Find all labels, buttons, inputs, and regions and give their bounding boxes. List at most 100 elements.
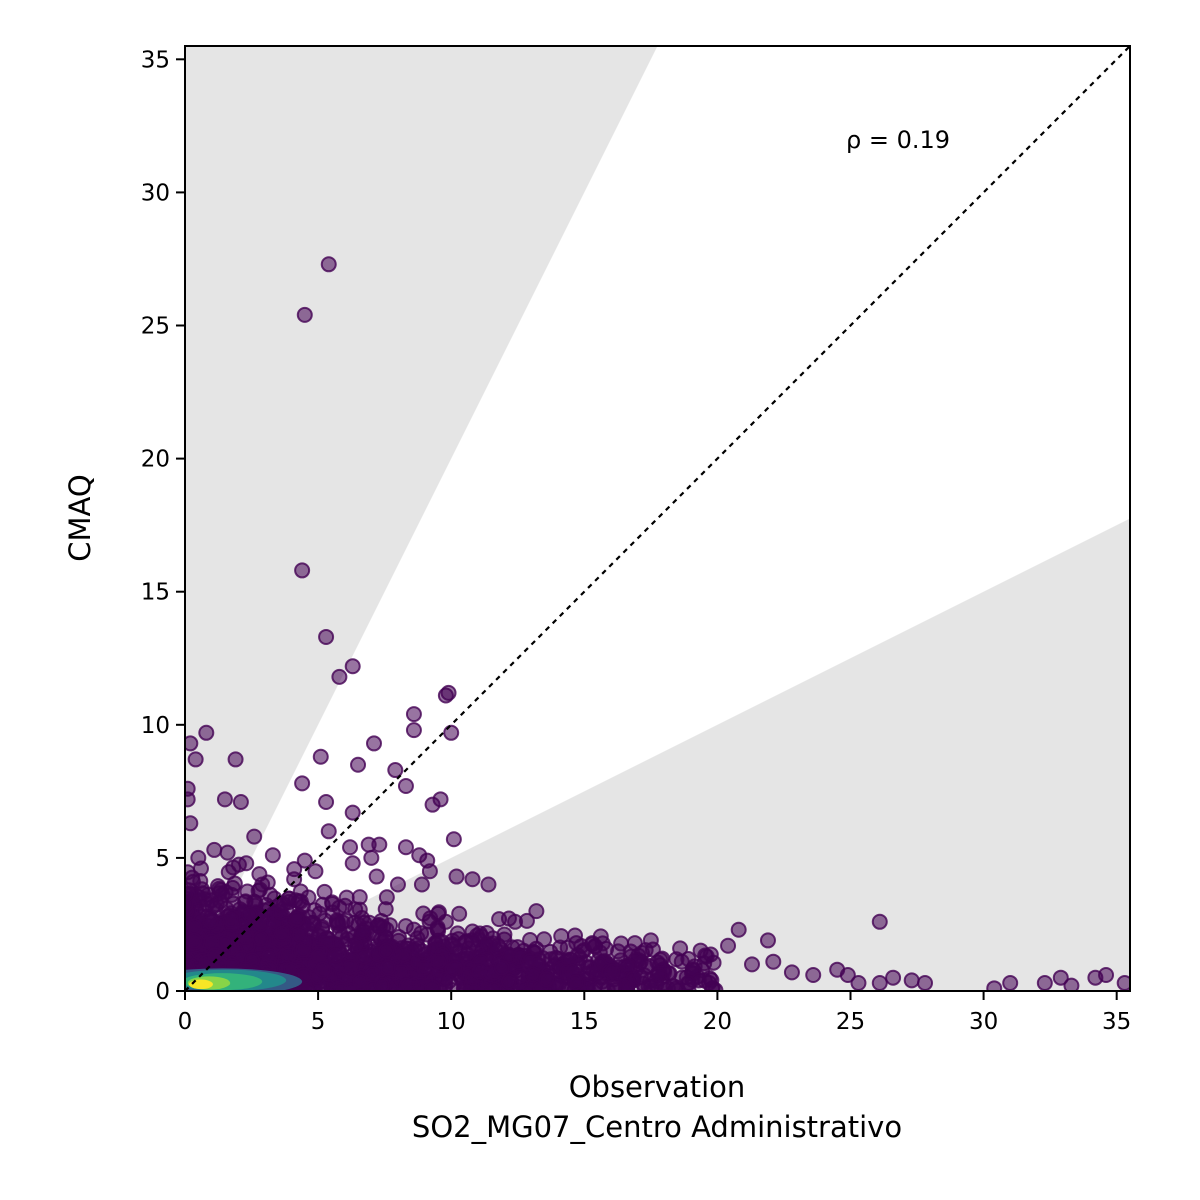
data-point-1487 bbox=[202, 913, 219, 930]
data-point-1750 bbox=[443, 724, 460, 741]
data-point-1805 bbox=[730, 921, 747, 938]
data-point-1791 bbox=[480, 876, 497, 893]
data-point-1783 bbox=[219, 844, 236, 861]
data-point-431 bbox=[377, 901, 394, 918]
data-point-1788 bbox=[421, 863, 438, 880]
data-point-1499 bbox=[288, 911, 305, 928]
data-point-1792 bbox=[413, 876, 430, 893]
data-point-1820 bbox=[850, 975, 867, 991]
x-tick-label-3: 15 bbox=[570, 1009, 599, 1035]
data-point-1421 bbox=[327, 947, 344, 964]
data-point-1040 bbox=[393, 964, 410, 981]
y-tick-label-2: 10 bbox=[141, 713, 170, 739]
data-point-1469 bbox=[334, 914, 351, 931]
data-point-1808 bbox=[698, 948, 715, 965]
x-tick-label-5: 25 bbox=[836, 1009, 865, 1035]
data-point-1752 bbox=[185, 735, 199, 752]
data-point-1768 bbox=[185, 780, 196, 797]
data-point-1127 bbox=[416, 960, 433, 977]
data-point-910 bbox=[352, 974, 369, 991]
data-point-1757 bbox=[350, 756, 367, 773]
data-point-1473 bbox=[195, 885, 212, 902]
data-point-1793 bbox=[389, 876, 406, 893]
data-point-1198 bbox=[538, 971, 555, 988]
data-point-1194 bbox=[604, 963, 621, 980]
data-point-1751 bbox=[366, 735, 382, 752]
data-point-1823 bbox=[903, 972, 920, 989]
x-tick-label-7: 35 bbox=[1102, 1009, 1131, 1035]
data-point-1781 bbox=[206, 841, 223, 858]
data-point-954 bbox=[395, 946, 412, 963]
data-point-1803 bbox=[437, 913, 454, 930]
data-point-1192 bbox=[542, 943, 559, 960]
data-point-1745 bbox=[344, 658, 361, 675]
data-point-423 bbox=[405, 921, 422, 938]
data-point-1749 bbox=[405, 722, 422, 739]
x-tick-label-4: 20 bbox=[703, 1009, 732, 1035]
y-axis: 0 5 10 15 20 25 30 35 bbox=[141, 47, 185, 1005]
data-point-1490 bbox=[186, 918, 203, 935]
annotation-correlation: ρ = 0.19 bbox=[846, 126, 950, 154]
data-point-1769 bbox=[185, 815, 199, 832]
data-point-1345 bbox=[370, 916, 387, 933]
data-point-1804 bbox=[871, 913, 888, 930]
y-tick-label-1: 5 bbox=[155, 846, 170, 872]
x-tick-label-6: 30 bbox=[969, 1009, 998, 1035]
data-point-1444 bbox=[225, 859, 242, 876]
data-point-1449 bbox=[324, 894, 341, 911]
y-tick-label-0: 0 bbox=[155, 979, 170, 1005]
data-point-1744 bbox=[331, 668, 348, 685]
data-point-1759 bbox=[387, 762, 404, 779]
data-point-1779 bbox=[296, 852, 313, 869]
y-tick-label-7: 35 bbox=[141, 47, 170, 73]
data-point-1799 bbox=[528, 903, 545, 920]
shaded-region-upper bbox=[185, 46, 658, 991]
data-point-1183 bbox=[424, 979, 441, 991]
data-point-1772 bbox=[246, 828, 263, 845]
data-point-1447 bbox=[306, 902, 323, 919]
data-point-1338 bbox=[292, 893, 309, 910]
data-point-1472 bbox=[295, 941, 312, 958]
data-point-1801 bbox=[491, 911, 508, 928]
y-tick-label-4: 20 bbox=[141, 447, 170, 473]
data-point-1806 bbox=[759, 932, 776, 949]
plot-frame bbox=[184, 45, 1131, 992]
data-point-1498 bbox=[203, 933, 220, 950]
data-point-1196 bbox=[567, 974, 584, 991]
data-point-1151 bbox=[398, 977, 415, 991]
data-point-1797 bbox=[192, 860, 209, 877]
data-point-1774 bbox=[371, 836, 388, 853]
data-point-1812 bbox=[584, 935, 601, 952]
data-point-1766 bbox=[344, 804, 361, 821]
data-point-1156 bbox=[652, 951, 669, 968]
data-point-1775 bbox=[342, 839, 359, 856]
data-point-1387 bbox=[338, 889, 355, 906]
data-point-1451 bbox=[252, 930, 269, 947]
y-tick-label-5: 25 bbox=[141, 314, 170, 340]
data-point-1813 bbox=[568, 935, 585, 952]
data-point-1826 bbox=[1002, 975, 1019, 991]
x-tick-label-2: 10 bbox=[437, 1009, 466, 1035]
data-point-1754 bbox=[198, 724, 215, 741]
data-point-1770 bbox=[320, 823, 337, 840]
y-axis-label: CMAQ bbox=[63, 474, 97, 561]
data-point-1809 bbox=[672, 940, 689, 957]
data-point-1142 bbox=[446, 960, 463, 977]
data-point-1815 bbox=[744, 956, 760, 973]
data-point-1795 bbox=[286, 871, 303, 888]
data-point-1495 bbox=[238, 928, 255, 945]
data-point-1835 bbox=[650, 967, 667, 984]
data-point-1320 bbox=[316, 883, 333, 900]
data-point-1821 bbox=[871, 975, 888, 991]
data-point-1163 bbox=[617, 977, 634, 991]
data-point-1789 bbox=[448, 868, 465, 885]
data-point-1796 bbox=[254, 876, 271, 893]
data-point-1811 bbox=[626, 935, 643, 952]
data-point-1145 bbox=[642, 978, 659, 991]
data-point-1829 bbox=[1063, 977, 1080, 991]
data-point-1467 bbox=[241, 906, 258, 923]
data-point-896 bbox=[373, 977, 390, 991]
data-point-1758 bbox=[294, 775, 311, 792]
data-point-1494 bbox=[186, 932, 203, 949]
x-axis-label: Observation bbox=[569, 1070, 746, 1104]
